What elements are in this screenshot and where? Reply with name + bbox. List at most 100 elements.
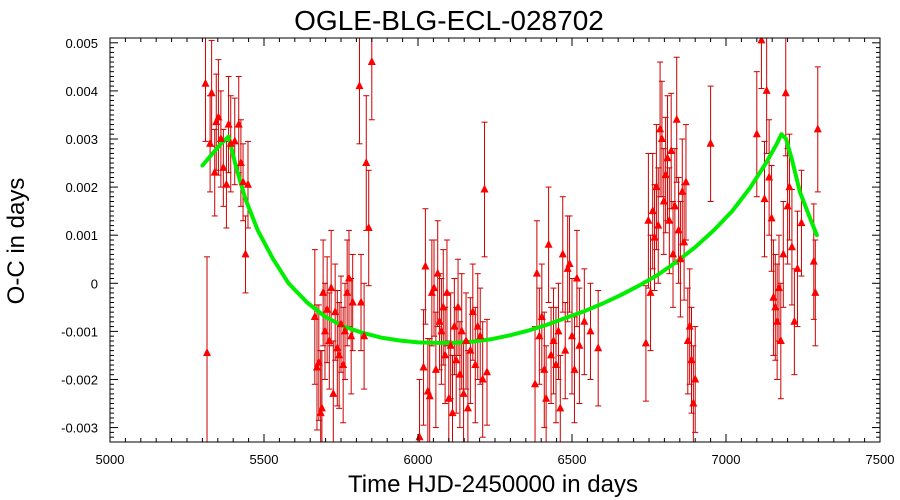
data-point — [216, 134, 225, 142]
data-point — [540, 364, 549, 373]
data-point — [430, 283, 439, 292]
data-point — [439, 302, 448, 311]
data-point — [230, 136, 239, 145]
data-point — [674, 225, 683, 234]
data-point — [706, 138, 715, 147]
data-point — [320, 326, 329, 335]
data-point — [341, 326, 350, 335]
data-point — [561, 345, 570, 354]
data-point — [442, 287, 451, 296]
data-point — [476, 331, 485, 340]
data-point — [317, 403, 326, 412]
data-point — [767, 213, 776, 222]
data-point — [656, 124, 665, 133]
data-point — [650, 232, 659, 241]
data-point — [339, 360, 348, 369]
data-point — [207, 88, 216, 97]
data-point — [431, 364, 440, 373]
data-point — [670, 201, 679, 210]
data-point — [790, 316, 799, 325]
data-point — [473, 321, 482, 330]
data-point — [680, 237, 689, 246]
data-point — [752, 129, 761, 138]
data-point — [355, 81, 364, 90]
data-point — [441, 350, 450, 359]
data-point — [210, 167, 219, 176]
data-point — [793, 263, 802, 272]
data-point — [337, 319, 345, 328]
data-point — [678, 186, 687, 195]
y-axis-label: O-C in days — [3, 178, 30, 305]
data-point — [648, 206, 657, 215]
data-point — [482, 367, 491, 376]
data-point — [471, 360, 480, 369]
data-point — [657, 134, 666, 142]
y-tick-label: 0 — [91, 276, 98, 291]
x-tick-label: 7500 — [866, 452, 895, 467]
data-point — [575, 340, 584, 349]
data-point — [314, 357, 323, 366]
data-point — [757, 38, 766, 44]
y-tick-label: -0.003 — [61, 421, 98, 436]
data-point — [549, 336, 558, 344]
data-point — [769, 292, 778, 301]
data-point — [563, 263, 572, 272]
data-point — [558, 249, 567, 258]
data-point — [347, 331, 356, 340]
data-point — [683, 336, 692, 344]
y-tick-label: -0.002 — [61, 372, 98, 387]
data-point — [689, 398, 698, 407]
data-point — [226, 138, 235, 147]
data-point — [319, 287, 328, 296]
data-point — [360, 331, 369, 340]
data-point — [572, 273, 581, 282]
data-point — [433, 268, 442, 277]
data-point — [554, 326, 563, 335]
data-point — [773, 316, 782, 325]
data-point — [454, 302, 463, 311]
data-point — [455, 369, 464, 378]
data-point — [762, 85, 771, 94]
data-point — [448, 408, 457, 417]
data-point — [813, 124, 822, 133]
data-point — [323, 304, 332, 313]
data-point — [446, 340, 455, 349]
errorbar — [758, 38, 765, 89]
data-point — [691, 374, 700, 383]
data-point — [568, 331, 576, 340]
y-tick-label: 0.004 — [65, 84, 98, 99]
data-point — [327, 283, 336, 292]
data-point — [646, 287, 655, 296]
data-point — [212, 117, 221, 126]
data-point — [343, 287, 352, 296]
data-point — [687, 355, 696, 364]
data-point — [427, 287, 436, 296]
chart-title: OGLE-BLG-ECL-028702 — [294, 5, 604, 36]
data-point — [452, 355, 461, 364]
data-point — [809, 256, 818, 265]
data-point — [236, 158, 245, 167]
data-point — [776, 336, 785, 344]
data-point — [333, 343, 342, 352]
data-point — [329, 388, 338, 397]
data-point — [659, 196, 668, 205]
data-point — [201, 78, 210, 87]
model-curve — [200, 132, 819, 345]
data-point — [457, 326, 466, 335]
data-point — [779, 249, 788, 258]
data-point — [580, 316, 589, 325]
axes-layer: 5000 5500 6000 6500 7000 7500 -0.003 -0.002 -0.0… — [61, 36, 894, 467]
data-point — [203, 348, 212, 357]
data-point — [667, 146, 676, 155]
data-point — [468, 307, 477, 316]
data-point — [537, 311, 546, 320]
data-point — [665, 215, 674, 224]
y-tick-label: -0.001 — [61, 324, 98, 339]
data-point — [345, 273, 354, 282]
data-point — [531, 379, 540, 388]
data-point — [669, 249, 678, 258]
data-point — [811, 287, 820, 296]
x-tick-label: 6500 — [558, 452, 587, 467]
plot-data-layer — [200, 38, 822, 442]
